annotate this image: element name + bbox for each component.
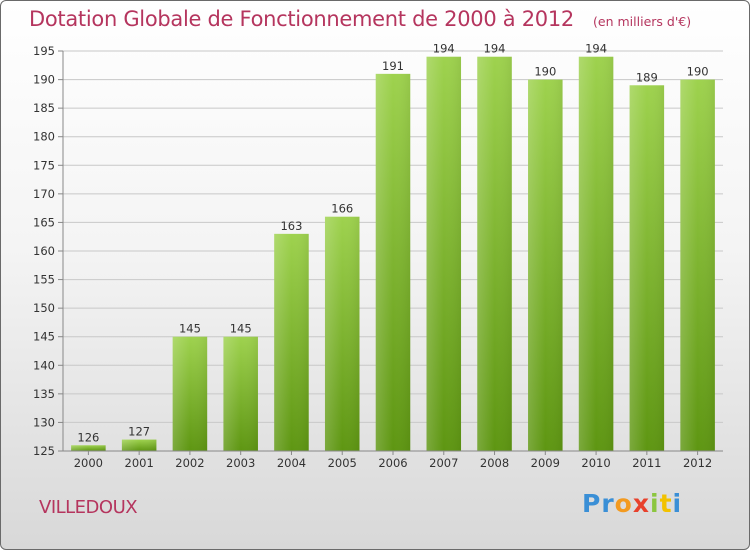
bar-value-label: 126 <box>77 430 99 444</box>
y-tick-label: 130 <box>33 415 55 429</box>
bar-shine <box>426 56 462 451</box>
y-tick-label: 190 <box>33 73 55 87</box>
y-tick-label: 145 <box>33 330 55 344</box>
bar-value-label: 127 <box>128 425 150 439</box>
logo-letter: r <box>601 489 615 518</box>
bar-shine <box>274 233 309 451</box>
x-tick-label: 2009 <box>531 456 560 470</box>
logo-letter: P <box>582 489 602 518</box>
bar-value-label: 190 <box>534 65 556 79</box>
proxiti-logo[interactable]: Proxiti <box>582 489 682 518</box>
bar-shine <box>223 336 258 451</box>
y-tick-label: 170 <box>33 187 55 201</box>
bar-value-label: 194 <box>484 42 506 56</box>
logo-letter: i <box>650 489 660 518</box>
bar-shine <box>680 79 715 452</box>
y-tick-label: 185 <box>33 101 55 115</box>
x-tick-label: 2006 <box>378 456 407 470</box>
bar-shine <box>172 336 208 451</box>
bar-value-label: 145 <box>179 322 201 336</box>
y-tick-label: 135 <box>33 387 55 401</box>
axes: 125 130 135 140 145 150 155 160 165 170 175 180 185 1… <box>33 44 723 470</box>
y-tick-label: 150 <box>33 301 55 315</box>
x-tick-label: 2010 <box>581 456 610 470</box>
logo-letter: t <box>659 489 673 518</box>
x-tick-label: 2001 <box>125 456 154 470</box>
bar-value-label: 194 <box>585 42 607 56</box>
bar-shine <box>121 439 157 451</box>
logo-letter: i <box>672 489 683 518</box>
bar-value-label: 189 <box>636 70 658 84</box>
bar-shine <box>528 79 563 452</box>
bar-shine <box>375 73 411 451</box>
x-tick-label: 2011 <box>632 456 661 470</box>
logo-letter: o <box>614 489 633 518</box>
y-tick-label: 180 <box>33 130 55 144</box>
bar-value-label: 194 <box>433 42 455 56</box>
y-tick-label: 165 <box>33 215 55 229</box>
bar-value-label: 163 <box>280 219 302 233</box>
chart-header: Dotation Globale de Fonctionnement de 20… <box>29 7 691 31</box>
x-tick-label: 2003 <box>226 456 255 470</box>
x-tick-label: 2004 <box>277 456 306 470</box>
bar-value-label: 190 <box>687 65 709 79</box>
x-tick-label: 2012 <box>683 456 712 470</box>
bar-value-label: 145 <box>230 322 252 336</box>
x-tick-label: 2005 <box>328 456 357 470</box>
x-tick-label: 2007 <box>429 456 458 470</box>
y-tick-label: 175 <box>33 158 55 172</box>
x-tick-label: 2008 <box>480 456 509 470</box>
bar-shine <box>578 56 614 451</box>
chart-title: Dotation Globale de Fonctionnement de 20… <box>29 7 574 31</box>
x-tick-label: 2002 <box>175 456 204 470</box>
y-tick-label: 155 <box>33 273 55 287</box>
y-tick-label: 125 <box>33 444 55 458</box>
y-tick-label: 140 <box>33 358 55 372</box>
bar-value-label: 166 <box>331 202 353 216</box>
unit-note: (en milliers d'€) <box>593 14 692 29</box>
bar-value-label: 191 <box>382 59 404 73</box>
y-tick-label: 195 <box>33 44 55 58</box>
bar-shine <box>629 85 665 452</box>
y-tick-label: 160 <box>33 244 55 258</box>
x-tick-label: 2000 <box>74 456 103 470</box>
bars: 126 127 145 145 163 166 191 194 194 190 194 189 190 <box>71 42 715 452</box>
logo-letter: x <box>632 489 650 518</box>
bar-shine <box>477 56 512 451</box>
commune-name: VILLEDOUX <box>39 497 138 518</box>
bar-shine <box>324 216 360 451</box>
bar-shine <box>71 445 106 451</box>
